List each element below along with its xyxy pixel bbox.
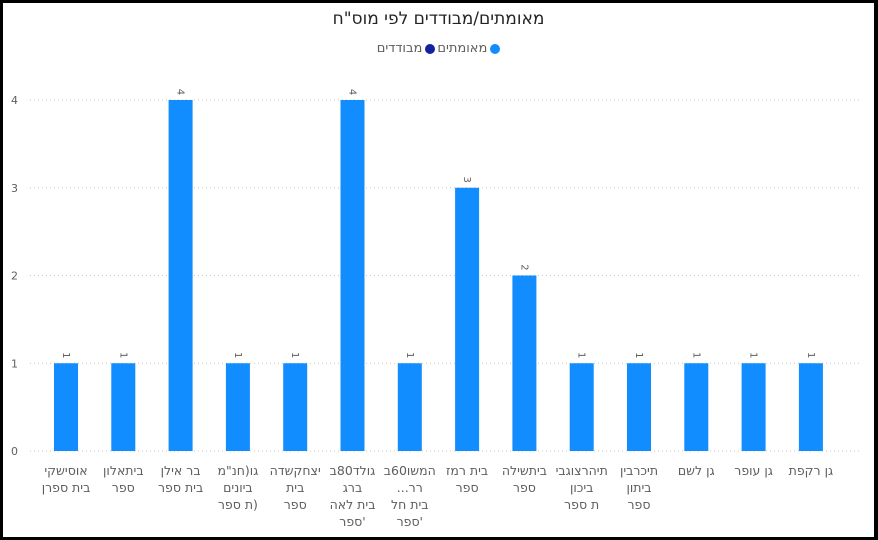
x-tick-label: בר אילן xyxy=(161,463,201,478)
chart-panel: מאומתים/מבודדים לפי מוס"ח מאומתים מבודדי… xyxy=(3,3,874,537)
data-label: 4 xyxy=(347,89,358,95)
bar[interactable] xyxy=(111,363,136,451)
bar[interactable] xyxy=(455,187,480,451)
bar[interactable] xyxy=(569,363,594,451)
legend-dot-isolated xyxy=(425,43,436,54)
x-tick-label: ספר xyxy=(112,480,135,495)
x-tick-label: ת ספר xyxy=(564,497,599,512)
bar[interactable] xyxy=(283,363,308,451)
y-tick-label: 0 xyxy=(11,445,18,458)
data-label: 2 xyxy=(518,264,529,270)
data-label: 4 xyxy=(175,89,186,95)
x-tick-label: ספר xyxy=(628,497,651,512)
data-label: 1 xyxy=(748,352,759,358)
x-tick-label: תיהרצוגבי xyxy=(556,463,608,478)
y-tick-label: 4 xyxy=(11,94,18,107)
x-tick-label: (ת ספר xyxy=(218,497,258,512)
y-tick-label: 2 xyxy=(11,270,18,283)
data-label: 1 xyxy=(576,352,587,358)
bar[interactable] xyxy=(54,363,78,451)
x-tick-label: בית ספרן xyxy=(42,480,91,495)
x-tick-label: בית xyxy=(286,480,304,495)
x-tick-label: גולד80ב xyxy=(330,463,376,478)
data-label: 1 xyxy=(232,352,243,358)
x-tick-label: תיכרבין xyxy=(620,463,658,478)
x-tick-label: גן רקפת xyxy=(789,463,833,478)
data-label: 1 xyxy=(404,352,415,358)
legend-label-confirmed: מאומתים xyxy=(437,41,488,56)
data-label: 3 xyxy=(461,177,472,183)
data-label: 1 xyxy=(633,352,644,358)
y-tick-label: 1 xyxy=(11,357,18,370)
bar[interactable] xyxy=(397,363,422,451)
legend-item-isolated[interactable]: מבודדים xyxy=(377,41,436,56)
x-tick-label: ביונים xyxy=(223,480,253,495)
data-label: 1 xyxy=(60,352,71,358)
x-tick-label: ברג xyxy=(343,480,362,495)
bar[interactable] xyxy=(741,363,766,451)
x-tick-label: רר... xyxy=(397,480,423,495)
x-tick-label: 'ספר xyxy=(397,514,423,529)
data-label: 1 xyxy=(117,352,128,358)
x-tick-label: ביתשילה xyxy=(502,463,547,478)
data-label: 1 xyxy=(805,352,816,358)
chart-legend: מאומתים מבודדים xyxy=(3,41,874,56)
x-tick-label: ספר xyxy=(513,480,536,495)
bar[interactable] xyxy=(225,363,250,451)
x-tick-label: גו(חנ"מ xyxy=(217,463,258,478)
data-label: 1 xyxy=(289,352,300,358)
bar[interactable] xyxy=(512,275,537,452)
x-tick-label: ספר xyxy=(456,480,479,495)
bar[interactable] xyxy=(340,100,365,451)
x-tick-label: גן לשם xyxy=(678,463,715,478)
data-label: 1 xyxy=(690,352,701,358)
legend-dot-confirmed xyxy=(490,43,501,54)
x-tick-label: בית לאה xyxy=(330,497,376,512)
x-tick-label: בית רמז xyxy=(446,463,488,478)
legend-item-confirmed[interactable]: מאומתים xyxy=(437,41,501,56)
x-tick-label: בית חל xyxy=(391,497,428,512)
x-tick-label: ביתאלון xyxy=(103,463,144,478)
x-tick-label: המשו60ב xyxy=(384,463,436,478)
bar[interactable] xyxy=(168,100,193,451)
x-tick-label: אוסישקי xyxy=(44,463,87,478)
chart-title: מאומתים/מבודדים לפי מוס"ח xyxy=(332,9,545,29)
y-tick-label: 3 xyxy=(11,182,18,195)
x-tick-label: גן עופר xyxy=(734,463,773,478)
legend-label-isolated: מבודדים xyxy=(376,41,423,56)
bar[interactable] xyxy=(627,363,651,451)
x-tick-label: יצחקשדה xyxy=(270,463,321,478)
x-tick-label: בית ספר xyxy=(158,480,203,495)
bar[interactable] xyxy=(798,363,823,451)
x-tick-label: ביתון xyxy=(626,480,651,495)
x-tick-label: 'ספר xyxy=(339,514,365,529)
x-tick-label: ספר xyxy=(284,497,307,512)
x-tick-label: ביכון xyxy=(570,480,593,495)
bar[interactable] xyxy=(684,363,709,451)
